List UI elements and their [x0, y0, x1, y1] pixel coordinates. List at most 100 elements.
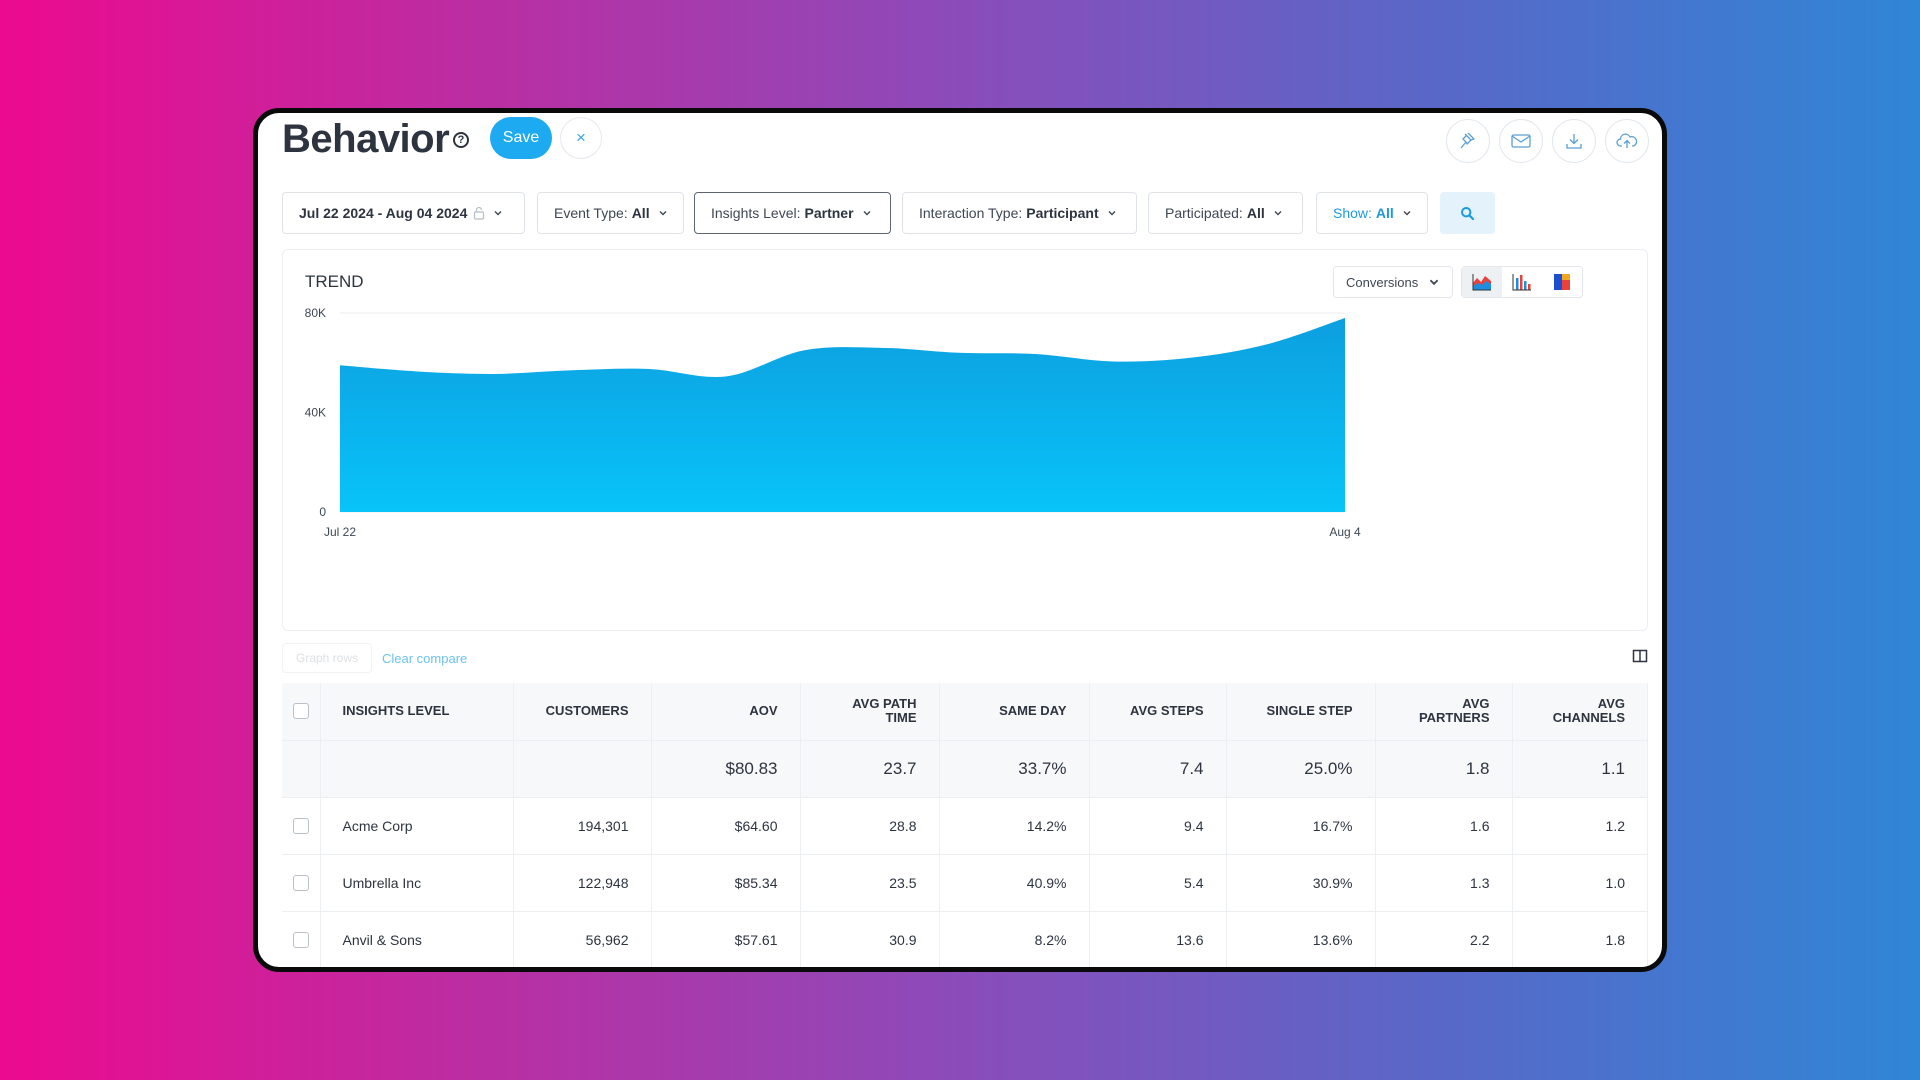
event-type-label: Event Type:	[554, 205, 628, 221]
col-avg-channels-label: AVG CHANNELS	[1552, 696, 1625, 726]
row-checkbox[interactable]	[292, 932, 309, 949]
table-cell: 1.0	[1512, 854, 1648, 912]
col-avg-partners-label: AVG PARTNERS	[1418, 696, 1490, 726]
table-header-row: INSIGHTS LEVEL CUSTOMERS AOV AVG PATH TI…	[282, 683, 1648, 741]
page-title: Behavior	[282, 117, 450, 161]
x-tick-label: Aug 4	[1329, 525, 1361, 539]
close-button[interactable]: ×	[560, 117, 602, 159]
area-chart-toggle[interactable]	[1462, 267, 1502, 297]
table-cell: $64.60	[651, 797, 801, 855]
table-cell: 23.5	[800, 854, 940, 912]
bar-chart-icon	[1512, 274, 1531, 291]
pin-button[interactable]	[1446, 119, 1490, 163]
y-tick-label: 0	[319, 505, 326, 519]
download-icon	[1566, 134, 1582, 149]
table-row[interactable]: Umbrella Inc 122,948 $85.34 23.5 40.9% 5.4 30.…	[282, 854, 1648, 912]
participated-filter[interactable]: Participated: All	[1148, 192, 1303, 234]
show-value: All	[1375, 205, 1394, 221]
interaction-type-filter[interactable]: Interaction Type: Participant	[902, 192, 1137, 234]
col-avg-channels[interactable]: AVG CHANNELS	[1512, 683, 1648, 741]
x-tick-label: Jul 22	[324, 525, 356, 539]
table-cell: 5.4	[1089, 854, 1227, 912]
chevron-down-icon	[494, 211, 502, 216]
row-checkbox-cell	[282, 854, 321, 912]
stacked-chart-toggle[interactable]	[1542, 267, 1582, 297]
mail-button[interactable]	[1499, 119, 1543, 163]
col-insights-level[interactable]: INSIGHTS LEVEL	[320, 683, 514, 741]
table-cell: 7.4	[1089, 740, 1227, 798]
col-avg-partners[interactable]: AVG PARTNERS	[1375, 683, 1513, 741]
col-single-step[interactable]: SINGLE STEP	[1226, 683, 1376, 741]
search-icon	[1461, 206, 1475, 220]
chevron-down-icon	[863, 211, 871, 216]
col-avg-path-time-label: AVG PATH TIME	[852, 696, 917, 726]
clear-compare-link[interactable]: Clear compare	[382, 651, 468, 666]
table-cell: 1.8	[1375, 740, 1513, 798]
date-range-value: Jul 22 2024 - Aug 04 2024	[299, 205, 468, 221]
table-cell: Umbrella Inc	[320, 854, 514, 912]
table-cell: 16.7%	[1226, 797, 1376, 855]
table-cell: 56,962	[513, 911, 652, 967]
event-type-filter[interactable]: Event Type: All	[537, 192, 684, 234]
col-customers[interactable]: CUSTOMERS	[513, 683, 652, 741]
chevron-down-icon	[1108, 211, 1116, 216]
select-all-checkbox[interactable]	[292, 703, 309, 720]
y-tick-label: 40K	[305, 406, 326, 420]
select-all-cell	[282, 683, 321, 741]
col-avg-steps[interactable]: AVG STEPS	[1089, 683, 1227, 741]
table-cell: 30.9%	[1226, 854, 1376, 912]
metric-select-value: Conversions	[1346, 274, 1419, 290]
date-range-filter[interactable]: Jul 22 2024 - Aug 04 2024	[282, 192, 525, 234]
insights-table: INSIGHTS LEVEL CUSTOMERS AOV AVG PATH TI…	[282, 683, 1648, 967]
table-cell	[320, 740, 514, 798]
row-checkbox-cell	[282, 797, 321, 855]
bar-chart-toggle[interactable]	[1502, 267, 1542, 297]
table-cell: 1.6	[1375, 797, 1513, 855]
table-row[interactable]: Anvil & Sons 56,962 $57.61 30.9 8.2% 13.6 13.6…	[282, 911, 1648, 967]
table-cell: 1.8	[1512, 911, 1648, 967]
help-icon[interactable]: ?	[453, 132, 469, 148]
download-button[interactable]	[1552, 119, 1596, 163]
cloud-upload-button[interactable]	[1605, 119, 1649, 163]
cloud-upload-icon	[1616, 133, 1638, 148]
event-type-value: All	[631, 205, 650, 221]
table-cell	[513, 740, 652, 798]
table-cell: $85.34	[651, 854, 801, 912]
col-avg-path-time[interactable]: AVG PATH TIME	[800, 683, 940, 741]
chevron-down-icon	[1403, 211, 1411, 216]
row-checkbox[interactable]	[292, 818, 309, 835]
trend-chart: 0 40K 80K Jul 22 Aug 4	[305, 306, 1361, 539]
row-checkbox[interactable]	[292, 875, 309, 892]
table-cell: $80.83	[651, 740, 801, 798]
trend-card: TREND Conversions	[282, 249, 1648, 631]
table-cell: 122,948	[513, 854, 652, 912]
table-cell: 25.0%	[1226, 740, 1376, 798]
col-same-day[interactable]: SAME DAY	[939, 683, 1090, 741]
chevron-down-icon	[1274, 211, 1282, 216]
col-aov[interactable]: AOV	[651, 683, 801, 741]
table-cell: 40.9%	[939, 854, 1090, 912]
graph-rows-button[interactable]: Graph rows	[282, 643, 372, 673]
table-cell: 1.1	[1512, 740, 1648, 798]
table-cell: 2.2	[1375, 911, 1513, 967]
stacked-chart-icon	[1554, 274, 1570, 290]
page-header: Behavior ? Save ×	[258, 113, 1662, 183]
insights-level-filter[interactable]: Insights Level: Partner	[694, 192, 891, 234]
table-cell: Acme Corp	[320, 797, 514, 855]
table-cell: 9.4	[1089, 797, 1227, 855]
series-area[interactable]	[340, 317, 1345, 512]
show-filter[interactable]: Show: All	[1316, 192, 1428, 234]
trend-title: TREND	[305, 272, 364, 291]
table-cell: 1.3	[1375, 854, 1513, 912]
metric-select[interactable]: Conversions	[1333, 266, 1453, 298]
save-button[interactable]: Save	[490, 117, 552, 159]
chevron-down-icon	[659, 211, 667, 216]
table-row[interactable]: Acme Corp 194,301 $64.60 28.8 14.2% 9.4 16.7% 1…	[282, 797, 1648, 855]
search-button[interactable]	[1440, 192, 1495, 234]
table-cell: 30.9	[800, 911, 940, 967]
columns-icon[interactable]	[1632, 649, 1648, 663]
mail-icon	[1511, 134, 1531, 148]
table-cell: $57.61	[651, 911, 801, 967]
totals-row: $80.83 23.7 33.7% 7.4 25.0% 1.8 1.1	[282, 740, 1648, 798]
pin-icon	[1460, 132, 1475, 149]
